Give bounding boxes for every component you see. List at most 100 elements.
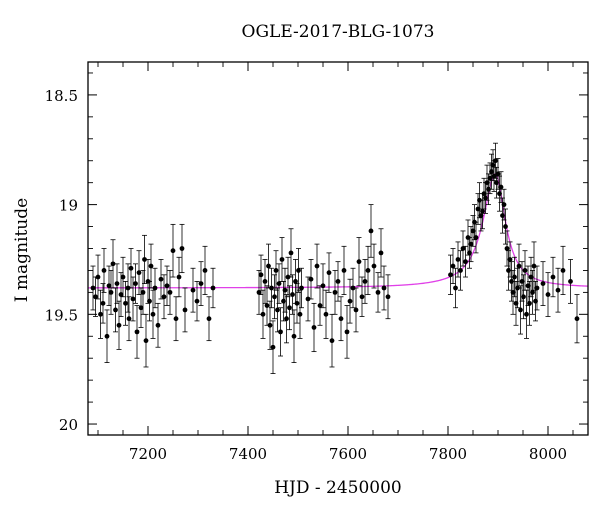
data-point xyxy=(123,300,128,306)
data-point xyxy=(332,289,338,295)
data-point xyxy=(276,281,282,287)
data-point xyxy=(531,263,537,269)
data-point xyxy=(475,206,481,212)
data-point xyxy=(483,195,488,201)
data-point xyxy=(273,268,279,273)
data-point xyxy=(198,281,204,287)
data-point xyxy=(484,180,490,186)
data-point xyxy=(555,287,561,293)
data-point xyxy=(305,296,311,302)
x-tick-label: 7800 xyxy=(429,445,467,463)
data-point xyxy=(294,300,300,306)
data-point xyxy=(353,307,359,313)
data-point xyxy=(133,281,138,287)
data-point xyxy=(179,246,185,251)
y-tick-label: 20 xyxy=(59,416,78,434)
x-tick-label: 7200 xyxy=(129,445,167,463)
data-point xyxy=(489,169,494,175)
data-point xyxy=(126,316,132,322)
data-point xyxy=(477,197,482,203)
data-point xyxy=(516,263,522,269)
data-point xyxy=(258,272,264,278)
data-point xyxy=(136,270,142,276)
y-tick-label: 18.5 xyxy=(45,87,78,105)
data-point xyxy=(104,333,110,339)
data-point xyxy=(116,322,122,328)
data-point xyxy=(524,311,529,317)
data-point xyxy=(504,246,510,251)
data-point xyxy=(518,307,523,313)
data-point xyxy=(147,298,152,304)
data-point xyxy=(453,285,458,291)
data-point xyxy=(311,325,317,330)
data-point xyxy=(296,268,301,273)
data-point xyxy=(365,268,371,273)
data-point xyxy=(480,208,485,214)
data-points-layer xyxy=(90,158,580,350)
data-point xyxy=(519,279,525,284)
data-point xyxy=(108,289,114,295)
data-point xyxy=(513,300,519,306)
data-point xyxy=(288,250,294,256)
data-point xyxy=(202,268,208,273)
data-point xyxy=(473,235,479,240)
data-point xyxy=(481,191,487,197)
data-point xyxy=(468,241,474,247)
data-point xyxy=(498,184,504,190)
data-point xyxy=(264,303,270,308)
data-point xyxy=(269,285,274,291)
data-point xyxy=(545,292,551,297)
x-tick-label: 8000 xyxy=(529,445,567,463)
data-point xyxy=(347,298,353,304)
data-point xyxy=(501,202,507,208)
data-point xyxy=(350,285,356,291)
data-point xyxy=(344,329,350,335)
data-point xyxy=(574,316,580,322)
data-point xyxy=(210,285,216,291)
data-point xyxy=(291,333,297,339)
data-point xyxy=(329,338,335,344)
data-point xyxy=(297,311,303,317)
data-point xyxy=(470,228,476,234)
data-point xyxy=(176,274,182,280)
data-point xyxy=(472,219,477,225)
data-point xyxy=(335,279,341,284)
data-point xyxy=(134,329,140,335)
data-point xyxy=(375,289,381,295)
data-point xyxy=(279,257,285,262)
data-point xyxy=(371,263,377,269)
data-point xyxy=(490,162,496,168)
data-point xyxy=(101,268,107,273)
data-point xyxy=(568,279,573,284)
data-point xyxy=(497,191,502,197)
data-point xyxy=(356,259,362,265)
data-point xyxy=(152,285,158,291)
data-point xyxy=(182,307,188,313)
data-point xyxy=(527,300,532,306)
data-point xyxy=(267,322,273,328)
data-point xyxy=(455,257,461,262)
data-point xyxy=(510,289,516,295)
data-point xyxy=(128,265,134,271)
data-point xyxy=(167,289,173,295)
data-point xyxy=(190,287,196,293)
data-point xyxy=(275,307,280,313)
data-point xyxy=(478,213,484,218)
data-point xyxy=(323,311,329,317)
data-point xyxy=(359,294,365,300)
y-tick-label: 19 xyxy=(59,197,78,215)
data-point xyxy=(293,279,298,284)
data-point xyxy=(287,305,292,311)
y-axis-label: I magnitude xyxy=(12,197,32,303)
data-point xyxy=(381,285,387,291)
data-point xyxy=(522,268,528,273)
data-point xyxy=(155,322,161,328)
y-tick-label: 19.5 xyxy=(45,306,78,324)
data-point xyxy=(266,263,271,269)
data-point xyxy=(320,283,326,289)
data-point xyxy=(506,268,511,273)
data-point xyxy=(385,294,391,300)
data-point xyxy=(507,257,513,262)
data-point xyxy=(467,250,472,256)
